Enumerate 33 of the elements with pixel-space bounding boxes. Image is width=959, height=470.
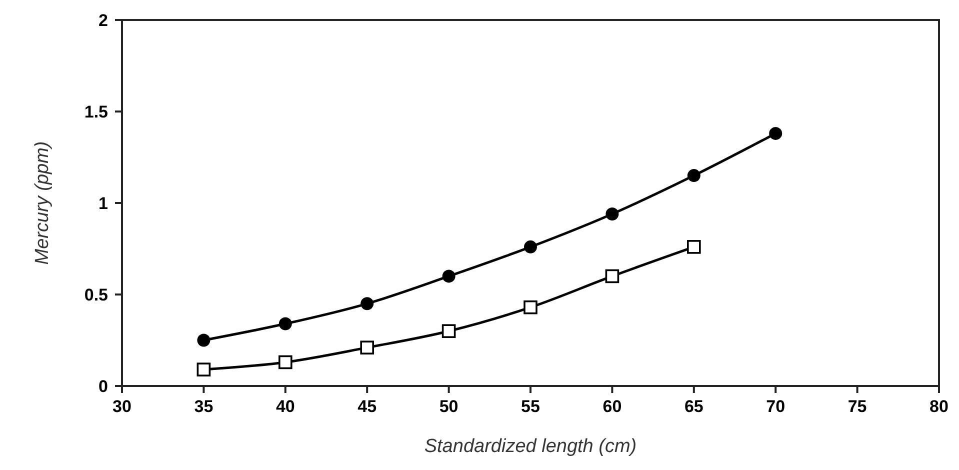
x-tick-label: 50 bbox=[439, 397, 458, 416]
x-tick-label: 70 bbox=[766, 397, 786, 416]
x-tick-label: 40 bbox=[276, 397, 295, 416]
point bbox=[442, 270, 456, 283]
y-tick-label: 2 bbox=[98, 11, 108, 30]
y-tick-label: 1.5 bbox=[84, 102, 108, 122]
y-tick-label: 1 bbox=[98, 194, 108, 213]
point bbox=[687, 169, 700, 182]
point bbox=[196, 362, 211, 376]
point bbox=[197, 334, 210, 347]
x-tick-label: 45 bbox=[358, 397, 377, 416]
point bbox=[605, 269, 620, 284]
point bbox=[278, 317, 292, 330]
x-tick-label: 75 bbox=[848, 397, 867, 416]
x-tick-label: 65 bbox=[684, 397, 704, 416]
y-tick-label: 0 bbox=[98, 377, 108, 396]
x-tick-label: 60 bbox=[602, 397, 622, 416]
point bbox=[360, 297, 374, 310]
x-tick-label: 30 bbox=[112, 397, 132, 416]
point bbox=[524, 240, 537, 254]
x-tick-label: 35 bbox=[194, 397, 214, 416]
point bbox=[360, 340, 374, 354]
x-tick-label: 80 bbox=[930, 397, 948, 416]
y-tick-label: 0.5 bbox=[84, 286, 108, 304]
point bbox=[769, 126, 782, 140]
x-tick-label: 55 bbox=[521, 397, 540, 416]
point bbox=[687, 240, 701, 254]
point bbox=[524, 300, 538, 314]
y-axis-title: Mercury (ppm) bbox=[32, 141, 53, 265]
x-axis-title: Standardized length (cm) bbox=[424, 436, 637, 457]
point bbox=[606, 207, 619, 220]
point bbox=[442, 324, 456, 338]
point bbox=[278, 355, 292, 370]
